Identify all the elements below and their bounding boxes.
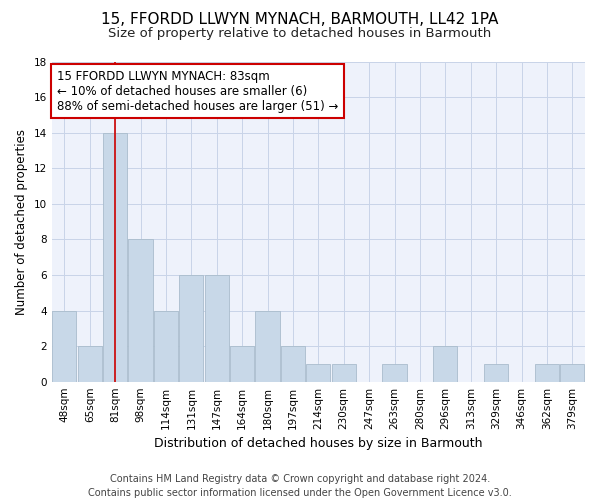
- Bar: [77, 346, 102, 382]
- Bar: [332, 364, 356, 382]
- Bar: [560, 364, 584, 382]
- Bar: [281, 346, 305, 382]
- Bar: [230, 346, 254, 382]
- Bar: [128, 240, 152, 382]
- Bar: [306, 364, 331, 382]
- Y-axis label: Number of detached properties: Number of detached properties: [15, 128, 28, 314]
- Bar: [52, 310, 76, 382]
- Bar: [256, 310, 280, 382]
- Bar: [535, 364, 559, 382]
- Text: Size of property relative to detached houses in Barmouth: Size of property relative to detached ho…: [109, 28, 491, 40]
- Bar: [484, 364, 508, 382]
- Text: 15 FFORDD LLWYN MYNACH: 83sqm
← 10% of detached houses are smaller (6)
88% of se: 15 FFORDD LLWYN MYNACH: 83sqm ← 10% of d…: [57, 70, 338, 112]
- Bar: [179, 275, 203, 382]
- Bar: [205, 275, 229, 382]
- Bar: [382, 364, 407, 382]
- X-axis label: Distribution of detached houses by size in Barmouth: Distribution of detached houses by size …: [154, 437, 482, 450]
- Text: 15, FFORDD LLWYN MYNACH, BARMOUTH, LL42 1PA: 15, FFORDD LLWYN MYNACH, BARMOUTH, LL42 …: [101, 12, 499, 28]
- Bar: [103, 132, 127, 382]
- Text: Contains HM Land Registry data © Crown copyright and database right 2024.
Contai: Contains HM Land Registry data © Crown c…: [88, 474, 512, 498]
- Bar: [433, 346, 457, 382]
- Bar: [154, 310, 178, 382]
